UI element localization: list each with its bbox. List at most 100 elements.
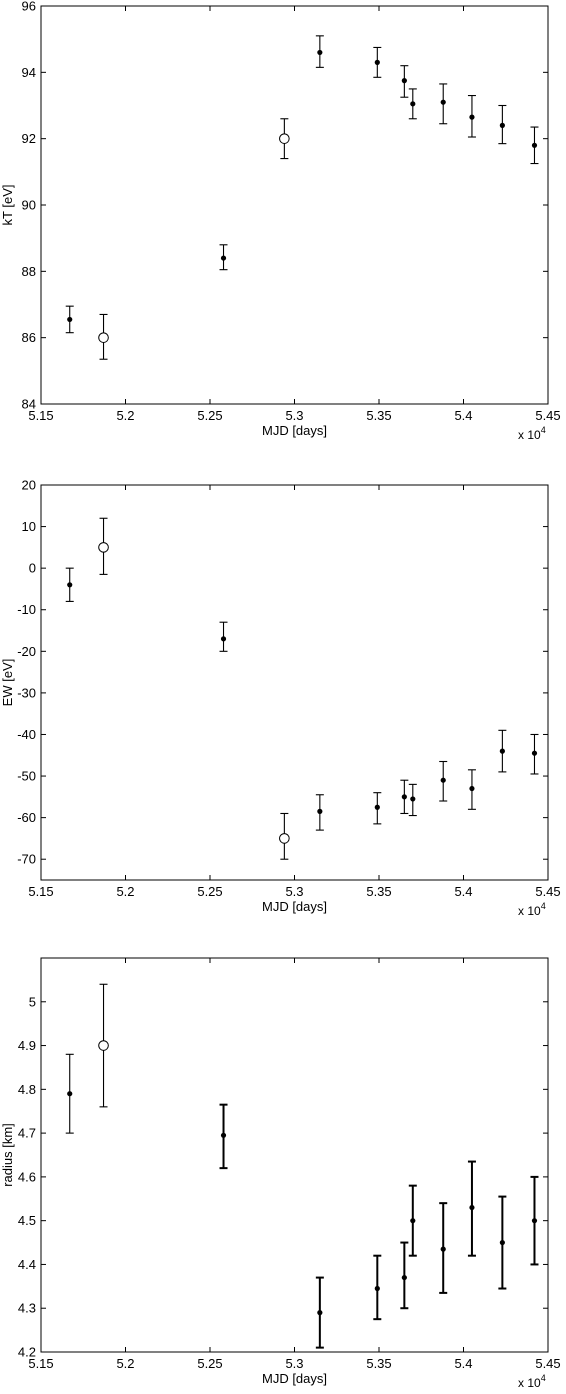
y-tick-label: 4.9	[18, 1038, 36, 1053]
x-axis-multiplier: x 104	[518, 1373, 546, 1390]
y-tick-label: 4.2	[18, 1345, 36, 1360]
y-axis-label: EW [eV]	[0, 659, 15, 707]
x-tick-label: 5.4	[454, 408, 472, 423]
filled-dot-marker	[401, 1274, 407, 1281]
open-circle-marker	[98, 1040, 109, 1051]
y-tick-label: 90	[22, 198, 36, 213]
x-tick-label: 5.4	[454, 1356, 472, 1371]
data-point-7	[408, 1184, 417, 1257]
filled-dot-marker	[317, 49, 323, 56]
chart-panel-1: 5.15 5.2 5.25 5.3 5.35 5.4 5.45 84 86 88 90 92 94 96 M…	[0, 0, 561, 442]
open-circle-marker	[98, 542, 109, 553]
data-point-5	[373, 1254, 382, 1321]
data-point-3	[219, 244, 228, 271]
filled-dot-marker	[499, 122, 505, 128]
filled-dot-marker	[410, 796, 416, 802]
data-point-7	[400, 779, 409, 815]
x-axis-multiplier: x 104	[518, 425, 546, 442]
y-tick-label: 94	[22, 65, 36, 80]
filled-dot-marker	[67, 582, 73, 588]
x-tick-label: 5.25	[197, 1356, 222, 1371]
filled-dot-marker	[410, 101, 416, 107]
filled-dot-marker	[440, 777, 446, 783]
x-tick-label: 5.15	[28, 884, 53, 899]
filled-dot-marker	[317, 808, 323, 814]
filled-dot-marker	[220, 255, 227, 261]
x-axis-label: MJD [days]	[262, 1371, 327, 1386]
y-tick-label: 4.8	[18, 1082, 36, 1097]
x-tick-label: 5.15	[28, 408, 53, 423]
data-point-1	[65, 1053, 74, 1134]
filled-dot-marker	[531, 750, 538, 756]
axes-frame	[40, 957, 549, 1353]
filled-dot-marker	[469, 1204, 475, 1211]
x-axis-multiplier: x 104	[518, 901, 546, 918]
x-tick-label: 5.45	[535, 408, 560, 423]
data-point-6	[400, 1241, 409, 1310]
filled-dot-marker	[401, 78, 407, 84]
y-tick-label: 96	[22, 0, 36, 14]
data-point-4	[279, 812, 290, 860]
x-tick-label: 5.45	[535, 1356, 560, 1371]
filled-dot-marker	[531, 142, 538, 148]
chart-panel-2: 5.15 5.2 5.25 5.3 5.35 5.4 5.45 20 10 0 -10 -20 -30 -…	[0, 478, 561, 919]
data-point-2	[98, 983, 109, 1108]
data-point-8	[439, 1202, 448, 1294]
x-axis-multiplier-exponent: 4	[541, 901, 546, 911]
x-tick-label: 5.2	[116, 408, 134, 423]
x-axis-label: MJD [days]	[262, 423, 327, 438]
y-tick-label: 20	[22, 478, 36, 493]
filled-dot-marker	[67, 1091, 73, 1097]
data-point-11	[530, 1175, 539, 1266]
open-circle-marker	[98, 332, 109, 343]
data-point-3	[219, 621, 228, 652]
filled-dot-marker	[499, 1239, 505, 1246]
data-point-1	[65, 567, 74, 602]
y-tick-label: -60	[17, 810, 36, 825]
x-tick-label: 5.3	[285, 408, 303, 423]
data-point-12	[530, 733, 539, 775]
filled-dot-marker	[499, 748, 505, 754]
axes-frame	[40, 484, 549, 881]
data-point-8	[408, 88, 417, 120]
y-tick-label: -10	[17, 602, 36, 617]
filled-dot-marker	[374, 1285, 380, 1292]
y-tick-label: 4.6	[18, 1169, 36, 1184]
data-point-2	[98, 313, 109, 360]
x-axis-multiplier-base: x 10	[518, 904, 541, 918]
filled-dot-marker	[410, 1218, 416, 1224]
y-axis-label: kT [eV]	[0, 185, 15, 226]
filled-dot-marker	[220, 1132, 227, 1138]
x-tick-label: 5.35	[366, 408, 391, 423]
data-point-1	[65, 305, 74, 334]
x-tick-label: 5.35	[366, 884, 391, 899]
data-point-4	[315, 1276, 324, 1349]
y-tick-label: 92	[22, 131, 36, 146]
axes-frame	[40, 5, 549, 405]
data-point-11	[498, 729, 507, 773]
data-point-12	[530, 126, 539, 165]
filled-dot-marker	[440, 99, 446, 105]
data-point-3	[219, 1103, 228, 1170]
y-tick-label: -20	[17, 644, 36, 659]
y-tick-label: 4.4	[18, 1257, 36, 1272]
x-tick-label: 5.4	[454, 884, 472, 899]
y-axis-label: radius [km]	[0, 1123, 15, 1187]
y-tick-label: 5	[29, 994, 36, 1009]
data-point-9	[439, 760, 448, 802]
filled-dot-marker	[469, 114, 475, 120]
data-point-5	[315, 35, 324, 68]
data-point-6	[373, 46, 382, 78]
data-point-8	[408, 783, 417, 817]
x-tick-label: 5.15	[28, 1356, 53, 1371]
data-point-11	[498, 104, 507, 145]
x-tick-label: 5.3	[285, 1356, 303, 1371]
x-tick-label: 5.45	[535, 884, 560, 899]
filled-dot-marker	[531, 1218, 538, 1224]
y-tick-label: -40	[17, 727, 36, 742]
chart-panel-3: 5.15 5.2 5.25 5.3 5.35 5.4 5.45 4.2 4.3 4.4 4.5 4.6…	[0, 957, 561, 1390]
data-point-5	[315, 794, 324, 831]
filled-dot-marker	[67, 316, 73, 323]
filled-dot-marker	[401, 794, 407, 800]
y-tick-label: 84	[22, 397, 36, 412]
